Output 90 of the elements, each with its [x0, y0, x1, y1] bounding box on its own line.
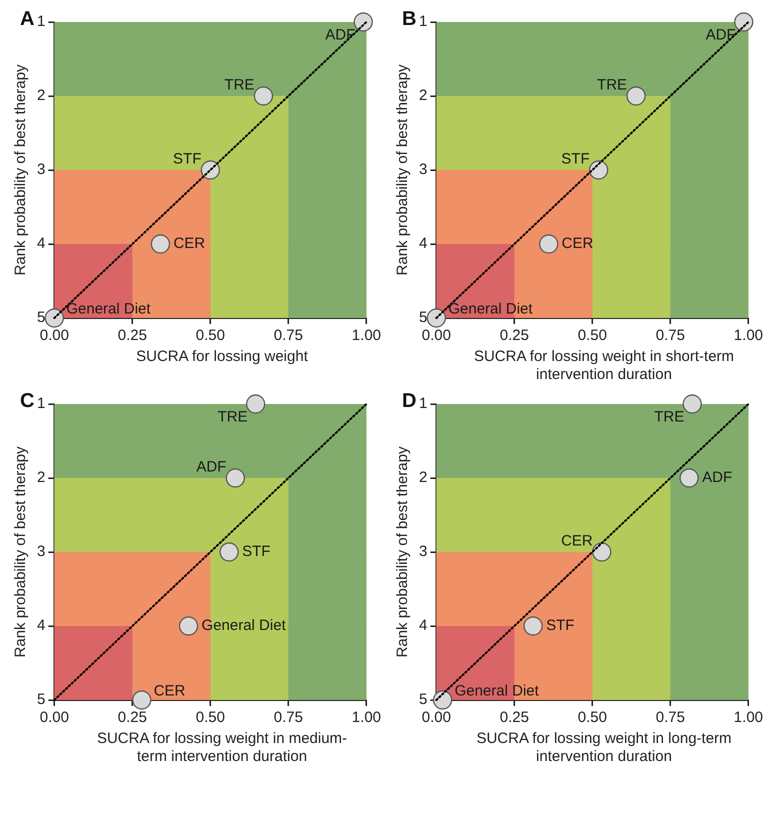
- y-tick-label: 1: [37, 395, 46, 412]
- y-tick-label: 2: [37, 469, 46, 486]
- y-tick-label: 5: [37, 691, 46, 708]
- annotation: ADF: [702, 469, 732, 486]
- point: [150, 234, 170, 254]
- annotation: General Diet: [454, 682, 540, 700]
- x-tick-label: 0.00: [40, 327, 69, 344]
- point: [354, 12, 373, 32]
- x-axis-title: SUCRA for lossing weight: [135, 348, 309, 366]
- annotation: CER: [154, 682, 186, 700]
- annotation: CER: [561, 532, 593, 550]
- y-tick-label: 3: [37, 161, 46, 178]
- annotation: General Diet: [66, 300, 152, 318]
- y-tick-label: 2: [419, 469, 428, 486]
- x-tick-label: 0.50: [578, 327, 607, 344]
- x-tick-label: 0.25: [500, 709, 529, 726]
- y-tick-label: 3: [419, 161, 428, 178]
- point: [680, 468, 699, 488]
- annotation: ADF: [706, 26, 736, 44]
- x-tick-label: 0.50: [196, 709, 225, 726]
- annotation: TRE: [654, 408, 684, 426]
- point: [589, 160, 608, 180]
- annotation: ADF: [196, 458, 226, 476]
- x-tick-label: 1.00: [734, 327, 764, 344]
- x-tick-label: 1.00: [352, 327, 382, 344]
- annotation: CER: [562, 235, 594, 252]
- x-axis-title: SUCRA for lossing weight in medium-term intervention duration: [96, 730, 348, 766]
- y-tick-label: 2: [37, 87, 46, 104]
- x-tick-label: 0.75: [656, 327, 685, 344]
- x-tick-label: 0.25: [118, 709, 147, 726]
- point: [682, 394, 702, 414]
- x-tick-label: 0.00: [422, 709, 451, 726]
- y-tick-label: 1: [419, 13, 428, 30]
- chart-title: A: [20, 8, 34, 31]
- x-tick-label: 0.25: [500, 327, 529, 344]
- point: [219, 542, 239, 562]
- point: [178, 616, 198, 636]
- annotation: General Diet: [202, 617, 287, 634]
- x-tick-label: 0.00: [422, 327, 451, 344]
- annotation: STF: [242, 543, 270, 560]
- y-tick-label: 3: [37, 543, 46, 560]
- point: [626, 86, 646, 106]
- chart-title: D: [402, 390, 416, 413]
- point: [539, 234, 558, 254]
- point: [734, 12, 754, 32]
- y-axis-title: Rank probability of best therapy: [394, 446, 412, 658]
- y-tick-label: 4: [37, 235, 46, 252]
- chart-title: B: [402, 8, 416, 31]
- x-tick-label: 0.75: [656, 709, 685, 726]
- annotation: TRE: [218, 408, 248, 426]
- x-tick-label: 0.25: [118, 327, 147, 344]
- y-tick-label: 2: [419, 87, 428, 104]
- x-tick-label: 0.75: [274, 327, 303, 344]
- point: [254, 86, 274, 106]
- x-tick-label: 0.75: [274, 709, 303, 726]
- point: [132, 690, 152, 710]
- y-axis-title: Rank probability of best therapy: [394, 64, 412, 276]
- y-tick-label: 5: [37, 309, 46, 326]
- y-tick-label: 1: [37, 13, 46, 30]
- x-tick-label: 1.00: [352, 709, 382, 726]
- point: [246, 394, 266, 414]
- annotation: CER: [173, 235, 206, 252]
- y-tick-label: 4: [37, 617, 46, 634]
- y-tick-label: 4: [419, 235, 428, 252]
- x-axis-title: SUCRA for lossing weight in short-term intervention duration: [472, 348, 736, 384]
- y-tick-label: 3: [419, 543, 428, 560]
- point: [523, 616, 543, 636]
- annotation: STF: [561, 150, 590, 168]
- x-tick-label: 1.00: [734, 709, 764, 726]
- point: [44, 308, 64, 328]
- y-axis-title: Rank probability of best therapy: [12, 64, 30, 276]
- x-tick-label: 0.50: [578, 709, 607, 726]
- point: [432, 690, 452, 710]
- annotation: TRE: [597, 76, 628, 94]
- x-tick-label: 0.50: [196, 327, 225, 344]
- point: [226, 468, 245, 488]
- y-tick-label: 4: [419, 617, 428, 634]
- x-axis-title: SUCRA for lossing weight in long-term intervention duration: [475, 730, 733, 766]
- x-tick-label: 0.00: [40, 709, 69, 726]
- point: [426, 308, 446, 328]
- annotation: General Diet: [448, 300, 534, 318]
- y-tick-label: 5: [419, 691, 428, 708]
- annotation: STF: [546, 617, 574, 634]
- y-axis-title: Rank probability of best therapy: [12, 446, 30, 658]
- y-tick-label: 5: [419, 309, 428, 326]
- point: [592, 542, 612, 562]
- annotation: TRE: [224, 76, 254, 94]
- chart-title: C: [20, 390, 34, 413]
- annotation: STF: [173, 150, 202, 168]
- y-tick-label: 1: [419, 395, 428, 412]
